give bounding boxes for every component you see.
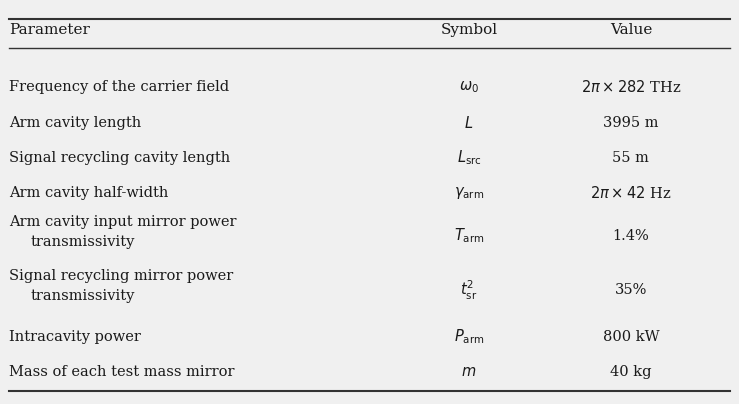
Text: 800 kW: 800 kW	[602, 330, 659, 344]
Text: $L_{\mathrm{src}}$: $L_{\mathrm{src}}$	[457, 149, 481, 167]
Text: 1.4%: 1.4%	[613, 229, 650, 243]
Text: Arm cavity half-width: Arm cavity half-width	[9, 186, 168, 200]
Text: 35%: 35%	[615, 283, 647, 297]
Text: Intracavity power: Intracavity power	[9, 330, 140, 344]
Text: $\omega_0$: $\omega_0$	[459, 80, 479, 95]
Text: $2\pi \times 282$ THz: $2\pi \times 282$ THz	[581, 79, 681, 95]
Text: transmissivity: transmissivity	[31, 235, 135, 249]
Text: Arm cavity length: Arm cavity length	[9, 116, 141, 130]
Text: Signal recycling cavity length: Signal recycling cavity length	[9, 151, 230, 165]
Text: $L$: $L$	[464, 115, 474, 130]
Text: $P_{\mathrm{arm}}$: $P_{\mathrm{arm}}$	[454, 328, 484, 346]
Text: $2\pi \times 42$ Hz: $2\pi \times 42$ Hz	[590, 185, 672, 201]
Text: $\gamma_{\mathrm{arm}}$: $\gamma_{\mathrm{arm}}$	[454, 185, 484, 201]
Text: 3995 m: 3995 m	[603, 116, 658, 130]
Text: transmissivity: transmissivity	[31, 289, 135, 303]
Text: Arm cavity input mirror power: Arm cavity input mirror power	[9, 215, 236, 229]
Text: $m$: $m$	[461, 365, 477, 379]
Text: $T_{\mathrm{arm}}$: $T_{\mathrm{arm}}$	[454, 227, 484, 245]
Text: Symbol: Symbol	[440, 23, 497, 38]
Text: Frequency of the carrier field: Frequency of the carrier field	[9, 80, 229, 94]
Text: Mass of each test mass mirror: Mass of each test mass mirror	[9, 365, 234, 379]
Text: Parameter: Parameter	[9, 23, 89, 38]
Text: Signal recycling mirror power: Signal recycling mirror power	[9, 269, 233, 283]
Text: 40 kg: 40 kg	[610, 365, 652, 379]
Text: 55 m: 55 m	[613, 151, 650, 165]
Text: Value: Value	[610, 23, 652, 38]
Text: $t_{\mathrm{sr}}^2$: $t_{\mathrm{sr}}^2$	[460, 278, 477, 302]
